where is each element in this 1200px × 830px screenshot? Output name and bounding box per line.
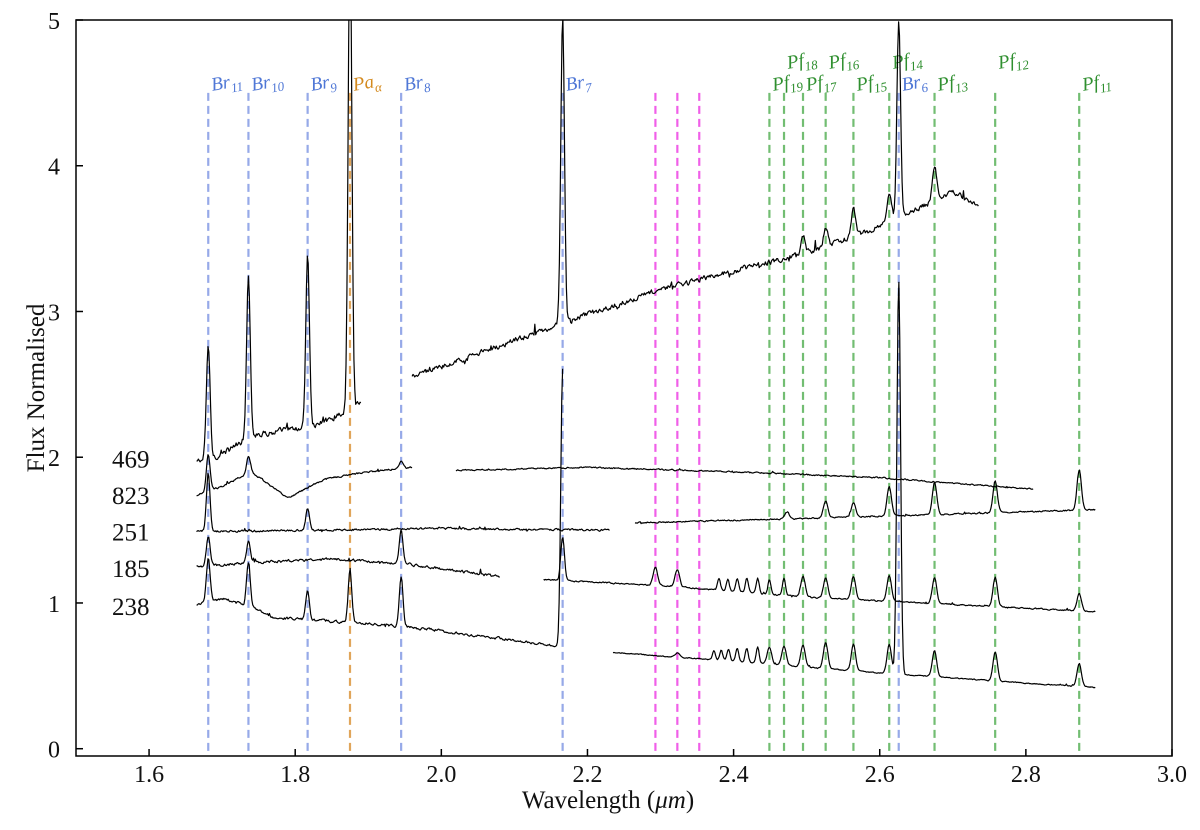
spectrum-238-segment-1: [196, 368, 564, 648]
y-tick-label: 3: [48, 300, 60, 326]
line-label-pf-12: Pf12: [995, 48, 1030, 77]
spectrum-238-segment-2: [612, 281, 1096, 689]
reference-line-layer: Br11 Br10 Br9 Paα Br8 Br7 Pf19Pf18Pf17Pf16Pf15…: [207, 48, 1113, 752]
x-tick-label: 2.8: [1011, 762, 1041, 788]
line-label-br-7: Br7: [564, 71, 594, 99]
line-label-pf-13: Pf13: [935, 70, 970, 99]
line-label-pa-alpha: Paα: [350, 70, 384, 99]
plot-frame: [75, 19, 1173, 757]
spectrum-185-segment-1: [196, 530, 500, 578]
line-label-pf-17: Pf17: [803, 70, 838, 99]
series-label-469: 469: [112, 447, 150, 474]
y-tick-label: 5: [48, 9, 60, 35]
spectrum-251-segment-1: [196, 472, 610, 533]
x-tick-label: 2.0: [426, 762, 456, 788]
line-label-pf-14: Pf14: [889, 48, 924, 77]
x-axis-label: Wavelength (μm): [522, 787, 694, 814]
spectrum-238: [196, 281, 1096, 689]
line-label-pf-19: Pf19: [770, 70, 805, 99]
y-tick-label: 2: [48, 446, 60, 472]
y-tick-label: 4: [48, 155, 60, 181]
y-tick-label: 1: [48, 592, 60, 618]
x-tick-label: 3.0: [1157, 762, 1187, 788]
spectrum-823: [196, 454, 1034, 498]
axes-layer: 1.6 1.8 2.0 2.2 2.4 2.6 2.8 3.0 0 1 2 3 4 5: [48, 9, 1187, 788]
line-label-br-11: Br11: [209, 70, 244, 99]
spectrum-251: [196, 469, 1096, 533]
spectrum-251-segment-2: [634, 469, 1096, 525]
spectrum-823-segment-2: [455, 466, 1034, 490]
spectrum-469-segment-1: [196, 20, 362, 463]
line-label-br-6: Br6: [900, 71, 930, 99]
line-label-pf-18: Pf18: [784, 48, 819, 77]
line-label-br-9: Br9: [309, 71, 339, 99]
series-label-251: 251: [112, 520, 150, 547]
spectrum-823-segment-1: [196, 454, 413, 498]
series-label-823: 823: [112, 483, 150, 510]
x-tick-label: 2.6: [865, 762, 895, 788]
y-tick-label: 0: [48, 738, 60, 764]
spectrum-469-segment-2: [411, 20, 979, 378]
x-tick-label: 2.4: [719, 762, 749, 788]
series-label-layer: 469 823 251 185 238: [112, 447, 150, 621]
spectrum-185: [196, 530, 1096, 613]
y-axis-label: Flux Normalised: [23, 303, 50, 472]
line-label-br-10: Br10: [250, 69, 286, 98]
series-label-238: 238: [112, 594, 150, 621]
x-tick-label: 1.8: [280, 762, 310, 788]
spectra-layer: [196, 20, 1096, 689]
line-label-br-8: Br8: [402, 71, 432, 99]
series-label-185: 185: [112, 556, 150, 583]
x-tick-label: 2.2: [572, 762, 602, 788]
line-label-pf-15: Pf15: [854, 70, 889, 99]
x-tick-label: 1.6: [134, 762, 164, 788]
spectrum-469: [196, 20, 979, 463]
line-label-pf-11: Pf11: [1079, 70, 1113, 99]
spectrum-185-segment-2: [543, 537, 1096, 613]
line-label-pf-16: Pf16: [826, 48, 861, 77]
